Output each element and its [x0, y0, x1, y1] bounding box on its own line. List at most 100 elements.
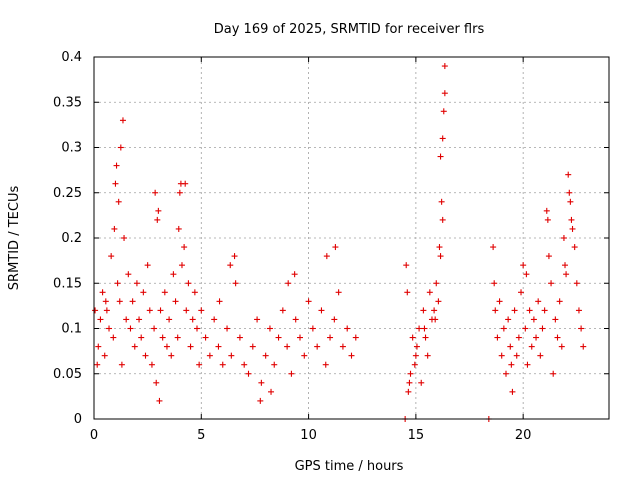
- data-point: [327, 334, 334, 341]
- data-point: [95, 343, 102, 350]
- data-point: [511, 307, 518, 314]
- data-point: [508, 361, 515, 368]
- data-point: [142, 352, 149, 359]
- y-tick-label: 0.3: [61, 141, 82, 156]
- data-point: [523, 271, 530, 278]
- data-point: [232, 280, 239, 287]
- data-point: [266, 325, 273, 332]
- data-point: [92, 307, 99, 314]
- grid-lines: [94, 57, 609, 419]
- data-point: [416, 325, 423, 332]
- data-point: [262, 352, 269, 359]
- data-point: [191, 289, 198, 296]
- data-point: [543, 207, 550, 214]
- data-point: [318, 307, 325, 314]
- data-point: [112, 180, 119, 187]
- data-point: [552, 316, 559, 323]
- x-tick-label: 5: [197, 428, 205, 443]
- axis-ticks: 0 5 10 15 20 0 0.05 0.1 0.15 0.2 0.25 0.3 0.35 0.4: [53, 50, 609, 443]
- data-point: [435, 298, 442, 305]
- data-point: [155, 207, 162, 214]
- data-point: [268, 388, 275, 395]
- data-point: [533, 334, 540, 341]
- x-tick-label: 20: [515, 428, 532, 443]
- y-tick-label: 0.1: [61, 322, 82, 337]
- data-point: [406, 379, 413, 386]
- data-point: [403, 262, 410, 269]
- data-point: [339, 343, 346, 350]
- data-point: [314, 343, 321, 350]
- data-point: [219, 361, 226, 368]
- data-point: [301, 352, 308, 359]
- data-point: [131, 343, 138, 350]
- data-point: [196, 361, 203, 368]
- data-point: [288, 370, 295, 377]
- data-point: [168, 352, 175, 359]
- data-point: [181, 244, 188, 251]
- x-tick-label: 10: [300, 428, 317, 443]
- data-point: [541, 307, 548, 314]
- data-point: [537, 352, 544, 359]
- data-point: [110, 334, 117, 341]
- data-point: [101, 352, 108, 359]
- data-point: [545, 253, 552, 260]
- data-point: [129, 298, 136, 305]
- data-point: [291, 271, 298, 278]
- data-point: [404, 289, 411, 296]
- data-point: [498, 352, 505, 359]
- data-point: [578, 325, 585, 332]
- data-point: [245, 370, 252, 377]
- data-point: [539, 325, 546, 332]
- data-point: [178, 262, 185, 269]
- data-point: [548, 280, 555, 287]
- data-point: [405, 388, 412, 395]
- data-point: [99, 289, 106, 296]
- data-point: [119, 117, 126, 124]
- data-point: [241, 361, 248, 368]
- data-point: [136, 316, 143, 323]
- data-point: [108, 253, 115, 260]
- data-point: [254, 316, 261, 323]
- data-point: [421, 325, 428, 332]
- data-point: [433, 280, 440, 287]
- data-point: [183, 307, 190, 314]
- data-point: [236, 334, 243, 341]
- data-point: [103, 307, 110, 314]
- data-point: [436, 244, 443, 251]
- data-point: [297, 334, 303, 341]
- data-point: [175, 225, 182, 232]
- data-point: [114, 280, 121, 287]
- data-point: [569, 225, 576, 232]
- data-point: [249, 343, 256, 350]
- data-point: [554, 334, 561, 341]
- data-point: [528, 343, 535, 350]
- data-point: [509, 388, 516, 395]
- data-point: [558, 343, 565, 350]
- data-point: [116, 298, 123, 305]
- data-point: [216, 298, 223, 305]
- data-point: [117, 144, 124, 151]
- data-point: [407, 370, 414, 377]
- data-point: [185, 280, 192, 287]
- data-point: [505, 316, 512, 323]
- data-point: [562, 262, 569, 269]
- data-point: [323, 253, 330, 260]
- data-point: [544, 216, 551, 223]
- data-point: [494, 334, 501, 341]
- data-point: [568, 216, 575, 223]
- data-point: [97, 316, 104, 323]
- data-point: [227, 262, 234, 269]
- data-point: [556, 298, 563, 305]
- data-point: [520, 262, 527, 269]
- y-tick-label: 0.15: [53, 276, 82, 291]
- data-point: [411, 361, 418, 368]
- data-point: [292, 316, 299, 323]
- data-point: [163, 343, 170, 350]
- data-point: [580, 343, 587, 350]
- data-point: [194, 325, 200, 332]
- data-point: [279, 307, 286, 314]
- data-point: [418, 379, 425, 386]
- data-point: [231, 253, 238, 260]
- data-point: [567, 198, 574, 205]
